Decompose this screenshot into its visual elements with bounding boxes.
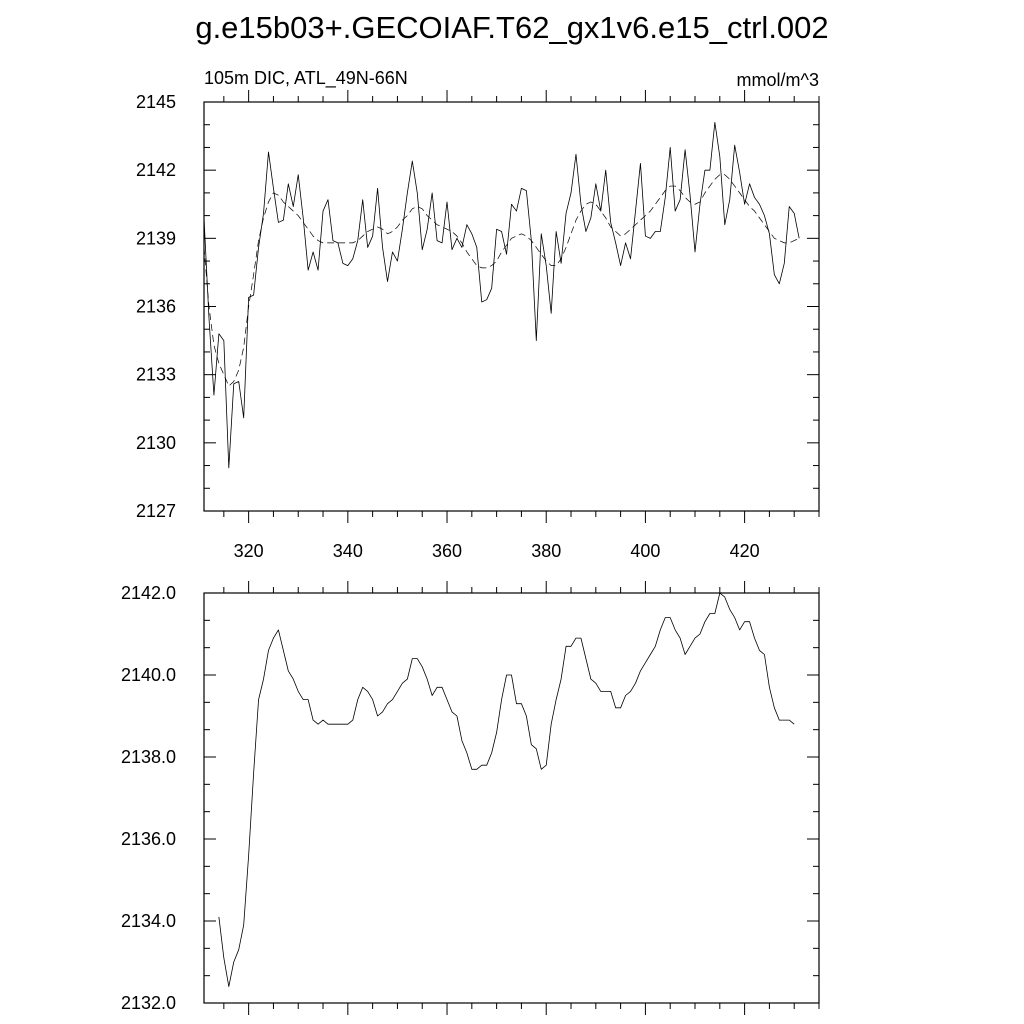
- top-panel-units-label: mmol/m^3: [737, 70, 819, 90]
- top-ytick-label: 2130: [136, 433, 176, 453]
- top-xtick-label: 380: [531, 541, 561, 561]
- top-series-smoothed-line: [203, 174, 800, 387]
- bottom-ytick-label: 2132.0: [121, 993, 176, 1013]
- top-panel-variable-label: 105m DIC, ATL_49N-66N: [204, 68, 408, 89]
- bottom-series-line: [218, 592, 795, 987]
- top-panel: 105m DIC, ATL_49N-66N mmol/m^3 2127 2130 2…: [136, 68, 820, 561]
- bottom-ytick-label: 2140.0: [121, 665, 176, 685]
- top-ytick-label: 2145: [136, 92, 176, 112]
- top-xtick-label: 320: [234, 541, 264, 561]
- top-xtick-label: 420: [730, 541, 760, 561]
- top-ytick-label: 2133: [136, 365, 176, 385]
- top-xtick-label: 360: [432, 541, 462, 561]
- bottom-ytick-label: 2142.0: [121, 583, 176, 603]
- bottom-ytick-label: 2138.0: [121, 747, 176, 767]
- bottom-plot-frame: [203, 592, 820, 1004]
- top-ytick-label: 2142: [136, 160, 176, 180]
- bottom-ytick-label: 2134.0: [121, 911, 176, 931]
- bottom-panel: 2132.0 2134.0 2136.0 2138.0 2140.0 2142.0: [121, 581, 820, 1015]
- page-title: g.e15b03+.GECOIAF.T62_gx1v6.e15_ctrl.002: [195, 10, 828, 45]
- bottom-ytick-label: 2136.0: [121, 829, 176, 849]
- top-ytick-label: 2136: [136, 297, 176, 317]
- top-xtick-label: 340: [333, 541, 363, 561]
- top-ytick-label: 2127: [136, 501, 176, 521]
- top-plot-frame: [203, 101, 820, 512]
- top-ytick-label: 2139: [136, 228, 176, 248]
- top-xtick-label: 400: [630, 541, 660, 561]
- top-series-line: [203, 122, 800, 469]
